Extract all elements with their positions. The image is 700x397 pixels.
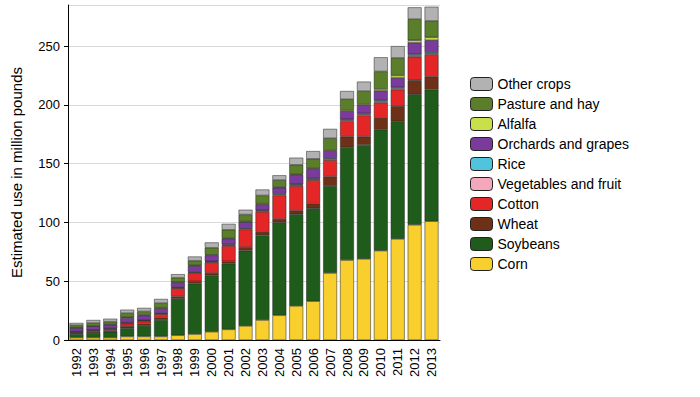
svg-text:Pasture and hay: Pasture and hay <box>498 96 600 112</box>
svg-text:2006: 2006 <box>306 348 321 377</box>
svg-text:2008: 2008 <box>340 348 355 377</box>
svg-text:100: 100 <box>38 215 60 230</box>
svg-text:1999: 1999 <box>187 348 202 377</box>
svg-text:2004: 2004 <box>272 348 287 377</box>
svg-text:1993: 1993 <box>86 348 101 377</box>
svg-text:2001: 2001 <box>221 348 236 377</box>
svg-text:2002: 2002 <box>238 348 253 377</box>
svg-text:Soybeans: Soybeans <box>498 236 560 252</box>
svg-text:1998: 1998 <box>170 348 185 377</box>
svg-text:150: 150 <box>38 156 60 171</box>
svg-text:Estimated use in million pound: Estimated use in million pounds <box>8 67 25 278</box>
svg-text:1992: 1992 <box>69 348 84 377</box>
svg-text:2011: 2011 <box>390 348 405 376</box>
svg-text:1996: 1996 <box>137 348 152 377</box>
svg-text:Rice: Rice <box>498 156 526 172</box>
svg-text:2007: 2007 <box>323 348 338 377</box>
svg-text:2000: 2000 <box>204 348 219 377</box>
svg-text:Vegetables and fruit: Vegetables and fruit <box>498 176 622 192</box>
svg-text:Orchards and grapes: Orchards and grapes <box>498 136 630 152</box>
svg-text:2012: 2012 <box>407 348 422 377</box>
svg-text:1997: 1997 <box>154 348 169 377</box>
svg-text:Corn: Corn <box>498 256 528 272</box>
svg-text:0: 0 <box>53 333 60 348</box>
svg-text:2009: 2009 <box>356 348 371 377</box>
svg-text:Wheat: Wheat <box>498 216 539 232</box>
svg-text:2013: 2013 <box>424 348 439 377</box>
svg-text:1994: 1994 <box>103 348 118 377</box>
svg-text:2005: 2005 <box>289 348 304 377</box>
svg-text:2010: 2010 <box>373 348 388 377</box>
svg-text:Cotton: Cotton <box>498 196 539 212</box>
svg-text:250: 250 <box>38 39 60 54</box>
svg-text:1995: 1995 <box>120 348 135 377</box>
svg-text:2003: 2003 <box>255 348 270 377</box>
svg-text:Other crops: Other crops <box>498 76 571 92</box>
svg-text:Alfalfa: Alfalfa <box>498 116 537 132</box>
svg-text:50: 50 <box>46 274 60 289</box>
svg-text:200: 200 <box>38 97 60 112</box>
